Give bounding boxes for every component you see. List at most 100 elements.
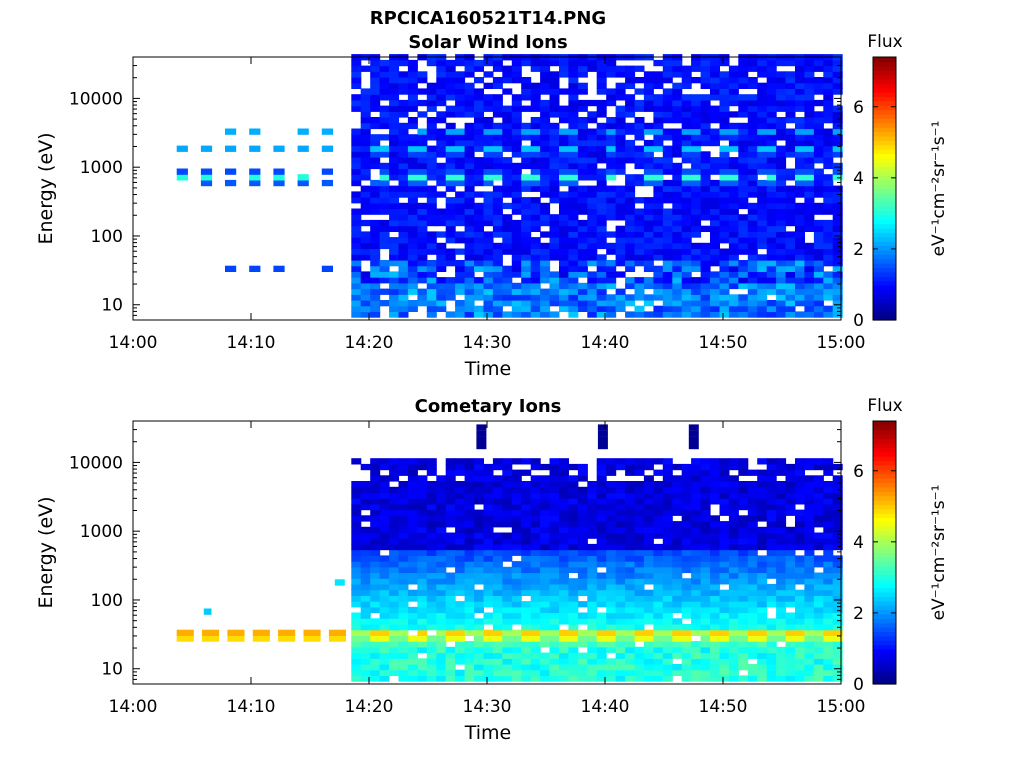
heatmap-cell: [747, 629, 758, 636]
heatmap-cell: [738, 583, 749, 591]
heatmap-cell: [813, 515, 824, 522]
heatmap-cell: [776, 197, 787, 204]
heatmap-cell: [643, 260, 654, 267]
heatmap-cell: [455, 197, 466, 204]
heatmap-cell: [577, 300, 588, 307]
colorbar-swatch: [873, 192, 896, 198]
x-tick-label: 14:50: [699, 333, 748, 353]
heatmap-cell: [379, 629, 390, 636]
heatmap-cell: [379, 271, 390, 278]
heatmap-cell: [766, 271, 777, 278]
heatmap-cell: [728, 71, 739, 78]
heatmap-cell: [625, 664, 636, 671]
heatmap-cell: [776, 300, 787, 307]
heatmap-cell: [625, 515, 636, 522]
heatmap-cell: [474, 174, 484, 181]
heatmap-cell: [691, 515, 702, 522]
heatmap-cell: [549, 82, 560, 89]
heatmap-cell: [606, 509, 617, 516]
heatmap-cell: [360, 208, 371, 215]
heatmap-cell: [521, 492, 532, 499]
heatmap-cell: [370, 618, 381, 625]
heatmap-cell: [417, 179, 428, 187]
colorbar-swatch: [873, 425, 896, 431]
heatmap-cell: [455, 543, 466, 551]
heatmap-cell: [568, 612, 579, 619]
heatmap-cell: [511, 117, 522, 124]
heatmap-cell: [360, 288, 371, 295]
heatmap-cell: [540, 128, 551, 135]
heatmap-cell: [823, 664, 834, 671]
colorbar-swatch: [873, 644, 896, 650]
heatmap-cell: [426, 646, 437, 654]
heatmap-cell: [370, 94, 381, 101]
heatmap-cell: [653, 532, 664, 539]
heatmap-cell: [426, 521, 437, 528]
heatmap-cell: [596, 532, 607, 539]
heatmap-cell: [728, 458, 739, 465]
heatmap-cell: [785, 601, 796, 608]
heatmap-cell: [804, 572, 815, 579]
heatmap-cell: [502, 612, 513, 619]
heatmap-cell: [757, 88, 768, 95]
heatmap-cell: [360, 646, 371, 654]
heatmap-cell: [426, 498, 437, 505]
colorbar-swatch: [873, 574, 896, 580]
heatmap-cell: [559, 492, 569, 499]
heatmap-cell: [728, 111, 739, 118]
heatmap-cell: [738, 664, 749, 671]
heatmap-cell: [521, 641, 532, 648]
heatmap-cell: [625, 612, 636, 619]
heatmap-cell: [426, 59, 437, 67]
heatmap-cell: [379, 231, 390, 238]
heatmap-cell: [757, 612, 768, 619]
heatmap-cell: [643, 242, 654, 250]
heatmap-cell: [738, 99, 749, 107]
heatmap-cell: [672, 197, 683, 204]
heatmap-cell: [417, 225, 428, 232]
heatmap-cell: [606, 214, 617, 221]
heatmap-cell: [625, 601, 636, 608]
heatmap-cell: [625, 481, 636, 488]
heatmap-cell: [176, 145, 188, 152]
heatmap-cell: [398, 463, 409, 471]
heatmap-cell: [719, 675, 730, 682]
colorbar-swatch: [873, 618, 896, 624]
heatmap-cell: [691, 231, 702, 238]
heatmap-cell: [502, 128, 513, 135]
heatmap-cell: [757, 111, 768, 118]
colorbar-swatch: [873, 149, 896, 155]
heatmap-cell: [615, 128, 626, 135]
heatmap-cell: [426, 208, 437, 215]
heatmap-cell: [455, 589, 466, 596]
heatmap-cell: [681, 151, 692, 158]
heatmap-cell: [823, 88, 834, 95]
heatmap-cell: [370, 151, 381, 158]
heatmap-cell: [643, 248, 654, 255]
heatmap-cell: [634, 618, 645, 625]
heatmap-cell: [407, 219, 418, 227]
heatmap-cell: [445, 162, 456, 170]
heatmap-cell: [389, 595, 400, 602]
heatmap-cell: [540, 635, 551, 642]
heatmap-cell: [672, 271, 683, 278]
heatmap-cell: [662, 111, 673, 118]
heatmap-cell: [370, 117, 381, 124]
heatmap-cell: [474, 282, 484, 290]
heatmap-cell: [464, 237, 475, 244]
heatmap-cell: [389, 139, 400, 147]
heatmap-cell: [766, 265, 777, 272]
heatmap-cell: [804, 94, 815, 101]
heatmap-cell: [653, 555, 664, 562]
heatmap-cell: [757, 509, 768, 516]
heatmap-cell: [389, 515, 400, 522]
heatmap-cell: [328, 635, 346, 642]
heatmap-cell: [672, 492, 683, 499]
heatmap-cell: [643, 486, 654, 494]
heatmap-cell: [795, 151, 805, 158]
heatmap-cell: [426, 486, 437, 494]
heatmap-cell: [577, 139, 588, 147]
heatmap-cell: [672, 248, 683, 255]
heatmap-cell: [559, 282, 569, 290]
heatmap-cell: [747, 214, 758, 221]
